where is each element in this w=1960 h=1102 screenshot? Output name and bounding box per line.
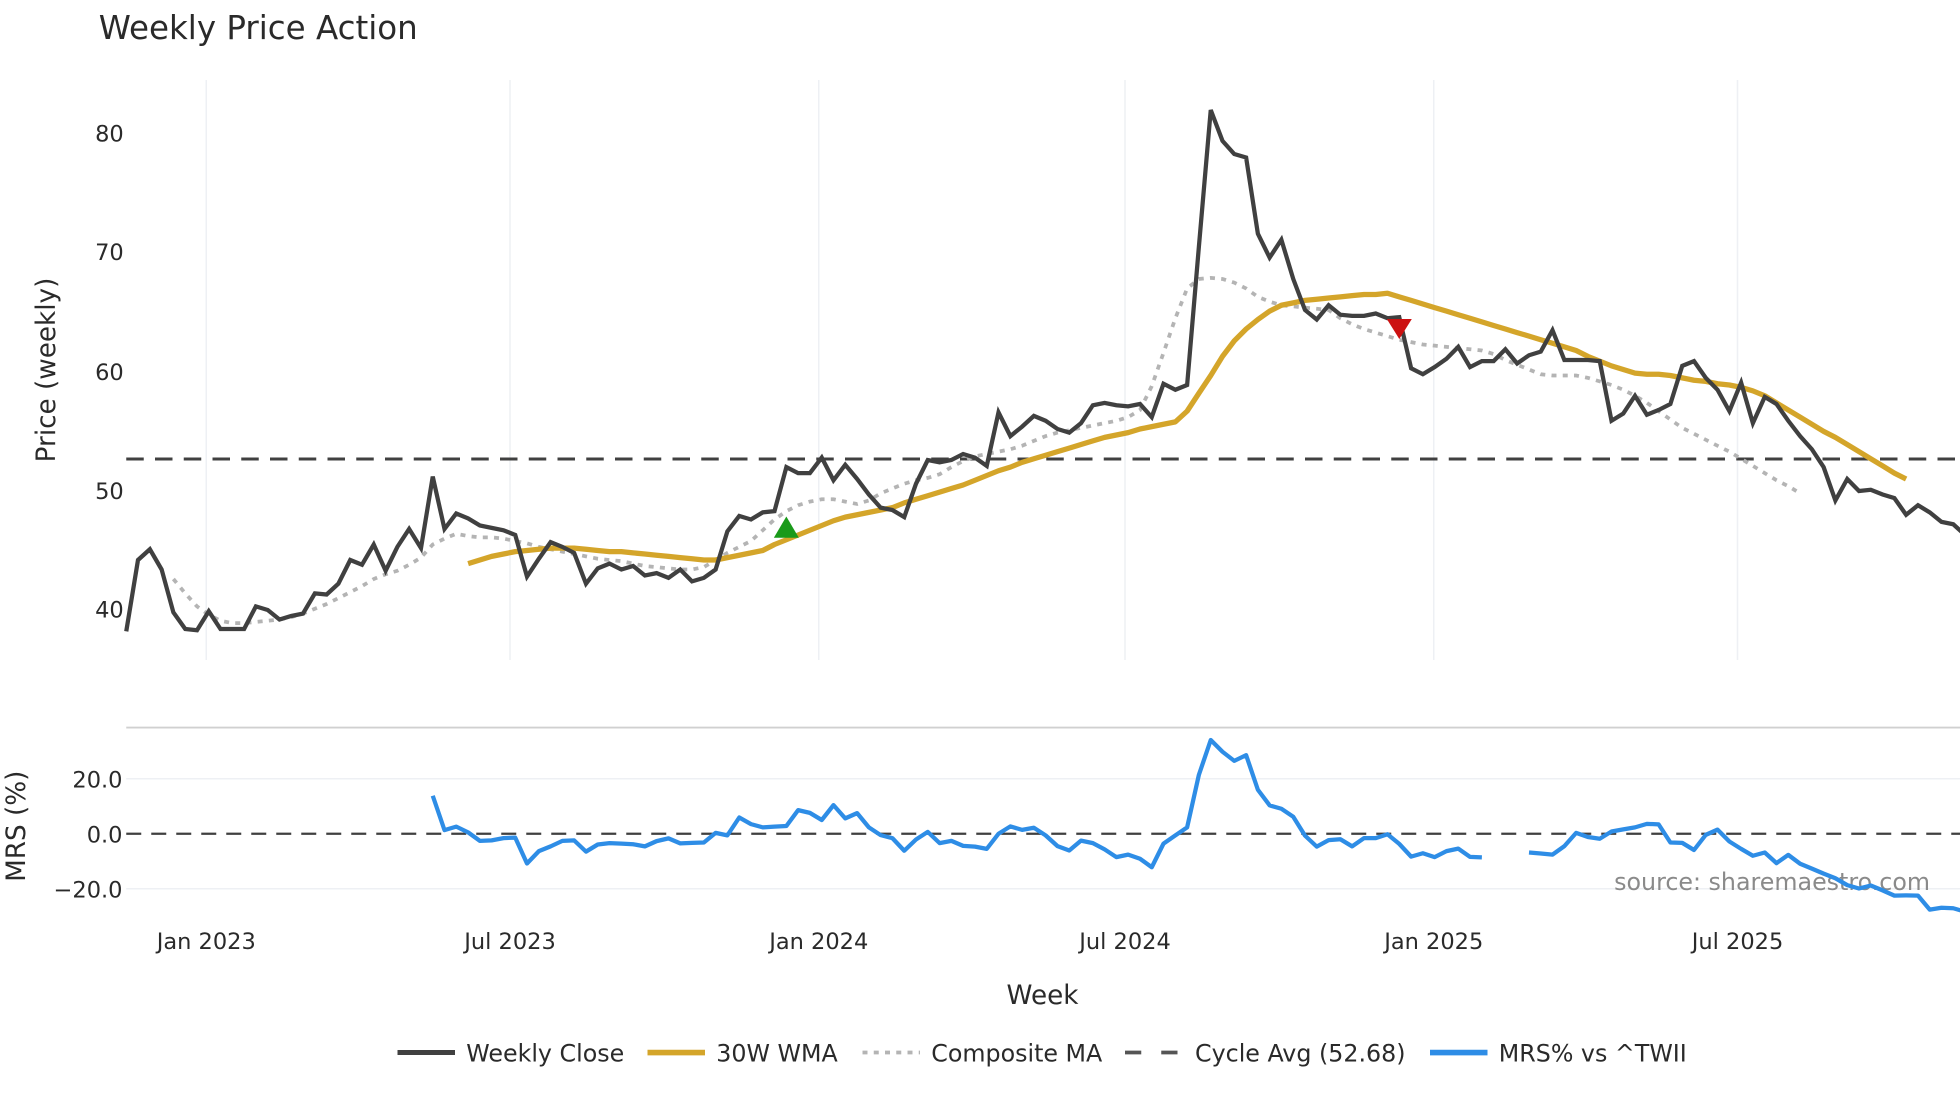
x-tick: Jan 2023 [155, 929, 256, 955]
x-axis: Jan 2023 Jul 2023 Jan 2024 Jul 2024 Jan … [155, 929, 1784, 955]
price-tick: 40 [95, 598, 124, 624]
legend: Weekly Close 30W WMA Composite MA Cycle … [397, 1039, 1687, 1067]
legend-label: Composite MA [931, 1039, 1103, 1067]
legend-item-composite-ma[interactable]: Composite MA [862, 1039, 1104, 1067]
legend-label: Weekly Close [466, 1039, 624, 1067]
mrs-tick: −20.0 [54, 878, 123, 904]
price-y-label: Price (weekly) [32, 278, 62, 463]
source-annotation: source: sharemaestro.com [1614, 868, 1930, 896]
price-tick: 70 [95, 240, 124, 266]
chart-title: Weekly Price Action [99, 9, 418, 47]
mrs-line-segment [1528, 821, 1960, 913]
legend-item-weekly-close[interactable]: Weekly Close [397, 1039, 625, 1067]
buy-signal-marker [773, 516, 799, 538]
price-tick: 80 [95, 121, 124, 147]
mrs-series [430, 737, 1960, 913]
x-tick: Jan 2024 [767, 929, 868, 955]
mrs-y-axis: 20.0 0.0 −20.0 [54, 768, 123, 904]
mrs-tick: 20.0 [72, 768, 122, 794]
composite-ma-line [171, 275, 1802, 626]
mrs-grid [126, 778, 1960, 890]
price-tick: 50 [95, 479, 124, 505]
x-tick: Jul 2023 [462, 929, 556, 955]
mrs-y-label: MRS (%) [2, 771, 32, 882]
legend-label: MRS% vs ^TWII [1499, 1039, 1687, 1067]
price-grid [205, 80, 1739, 661]
mrs-tick: 0.0 [87, 823, 123, 849]
mrs-line-segment [430, 737, 1482, 870]
legend-label: 30W WMA [716, 1039, 838, 1067]
x-tick: Jul 2024 [1077, 929, 1171, 955]
legend-label: Cycle Avg (52.68) [1195, 1039, 1406, 1067]
price-y-axis: 80 70 60 50 40 [95, 121, 124, 623]
x-tick: Jan 2025 [1382, 929, 1483, 955]
weekly-close-line [124, 109, 1960, 633]
x-tick: Jul 2025 [1690, 929, 1784, 955]
legend-item-cycle-avg[interactable]: Cycle Avg (52.68) [1125, 1039, 1406, 1067]
x-axis-label: Week [1007, 981, 1080, 1011]
wma-30w-line [467, 290, 1908, 567]
legend-item-mrs[interactable]: MRS% vs ^TWII [1430, 1039, 1687, 1067]
price-tick: 60 [95, 360, 124, 386]
legend-item-30w-wma[interactable]: 30W WMA [647, 1039, 839, 1067]
sell-signal-marker [1386, 319, 1412, 340]
